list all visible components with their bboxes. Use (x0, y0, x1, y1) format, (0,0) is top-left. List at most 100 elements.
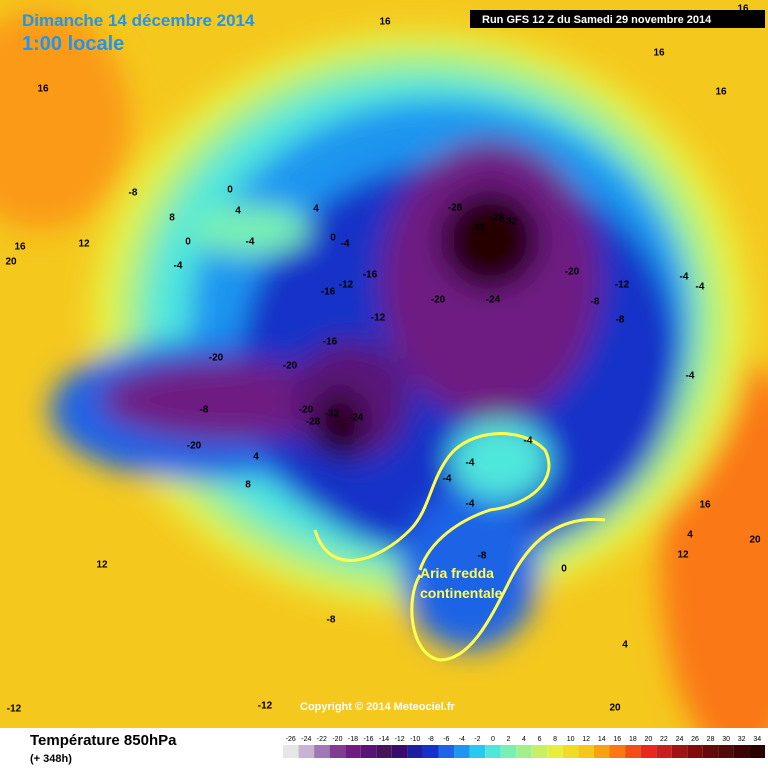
colorbar-swatch (702, 745, 719, 758)
colorbar-swatch (391, 745, 408, 758)
colorbar-label: 12 (582, 736, 590, 743)
contour-label: 4 (253, 452, 259, 463)
contour-label: -4 (246, 237, 255, 248)
contour-label: 8 (169, 213, 175, 224)
time: 1:00 locale (22, 33, 124, 55)
contour-label: 4 (622, 640, 628, 651)
colorbar-swatch (687, 745, 703, 758)
contour-label: -4 (524, 436, 533, 447)
colorbar-label: 34 (753, 736, 761, 743)
contour-label: -8 (327, 615, 336, 626)
colorbar-label: -20 (332, 736, 342, 743)
contour-label: 20 (5, 257, 17, 268)
contour-label: -32 (503, 217, 518, 228)
colorbar-swatch (625, 745, 641, 758)
contour-label: 8 (245, 480, 251, 491)
colorbar-swatch (345, 745, 361, 758)
colorbar-label: 10 (567, 736, 575, 743)
contour-label: 16 (14, 242, 26, 253)
colorbar-swatch (438, 745, 455, 758)
colorbar-label: 6 (538, 736, 542, 743)
colorbar-label: -26 (286, 736, 296, 743)
contour-label: -12 (371, 313, 386, 324)
colorbar-label: 0 (491, 736, 495, 743)
contour-label: 16 (737, 4, 749, 15)
colorbar-swatch (718, 745, 734, 758)
contour-label: 0 (185, 237, 191, 248)
contour-label: 16 (37, 84, 49, 95)
colorbar-swatch (469, 745, 486, 758)
contour-label: 4 (313, 204, 319, 215)
contour-label: -4 (686, 371, 695, 382)
colorbar-label: 18 (629, 736, 637, 743)
colorbar-swatch (500, 745, 517, 758)
contour-label: -20 (187, 441, 202, 452)
contour-label: 20 (609, 703, 621, 714)
colorbar-label: 14 (598, 736, 606, 743)
contour-label: -4 (680, 272, 689, 283)
contour-label: 16 (379, 17, 391, 28)
colorbar-label: -12 (395, 736, 405, 743)
contour-label: -4 (466, 499, 475, 510)
annotation: Aria fredda (420, 565, 494, 581)
contour-label: -12 (7, 704, 22, 715)
contour-label: -32 (471, 223, 486, 234)
contour-label: -12 (258, 701, 273, 712)
colorbar-label: 30 (722, 736, 730, 743)
colorbar-label: 4 (522, 736, 526, 743)
contour-label: 16 (653, 48, 665, 59)
contour-label: -16 (363, 270, 378, 281)
colorbar-swatch (562, 745, 579, 758)
colorbar-label: -4 (459, 736, 465, 743)
colorbar: -26 -24 -22 -20 -18 -16 -14 -12 -10 -8 -6 -4 -2 0 2 4 6 8… (283, 736, 765, 758)
contour-label: -20 (283, 361, 298, 372)
contour-label: -4 (696, 282, 705, 293)
contour-label: 0 (330, 233, 336, 244)
contour-label: -8 (616, 315, 625, 326)
contour-label: -8 (129, 188, 138, 199)
contour-label: 12 (78, 239, 90, 250)
colorbar-label: 2 (506, 736, 510, 743)
colorbar-swatch (298, 745, 315, 758)
colorbar-swatch (314, 745, 330, 758)
colorbar-label: 20 (644, 736, 652, 743)
contour-label: -28 (448, 203, 463, 214)
colorbar-label: 28 (707, 736, 715, 743)
colorbar-swatch (578, 745, 594, 758)
colorbar-swatch (329, 745, 346, 758)
contour-label: -4 (341, 239, 350, 250)
annotation: continentale (420, 585, 503, 601)
colorbar-label: -6 (443, 736, 449, 743)
colorbar-swatch (516, 745, 532, 758)
contour-label: -20 (299, 405, 314, 416)
contour-label: -20 (431, 295, 446, 306)
contour-label: 16 (715, 87, 727, 98)
contour-label: -8 (200, 405, 209, 416)
run: Run GFS 12 Z du Samedi 29 novembre 2014 (482, 14, 712, 26)
colorbar-swatch (360, 745, 377, 758)
contour-label: -4 (174, 261, 183, 272)
annotation-curve (313, 432, 551, 571)
colorbar-label: -2 (474, 736, 480, 743)
contour-label: -4 (466, 458, 475, 469)
contour-label: 12 (677, 550, 689, 561)
colorbar-label: 24 (676, 736, 684, 743)
colorbar-swatch (376, 745, 392, 758)
colorbar-label: -14 (379, 736, 389, 743)
colorbar-label: -8 (428, 736, 434, 743)
colorbar-label: 22 (660, 736, 668, 743)
colorbar-swatch (547, 745, 563, 758)
contour-label: -20 (209, 353, 224, 364)
copyright: Copyright © 2014 Meteociel.fr (300, 701, 456, 713)
colorbar-label: 16 (613, 736, 621, 743)
contour-label: -8 (478, 551, 487, 562)
colorbar-swatch (640, 745, 657, 758)
colorbar-swatch (733, 745, 750, 758)
colorbar-swatch (407, 745, 423, 758)
contour-label: 0 (227, 185, 233, 196)
colorbar-label: -10 (410, 736, 420, 743)
contour-label: -28 (490, 213, 505, 224)
colorbar-swatch (656, 745, 672, 758)
colorbar-swatch (671, 745, 688, 758)
